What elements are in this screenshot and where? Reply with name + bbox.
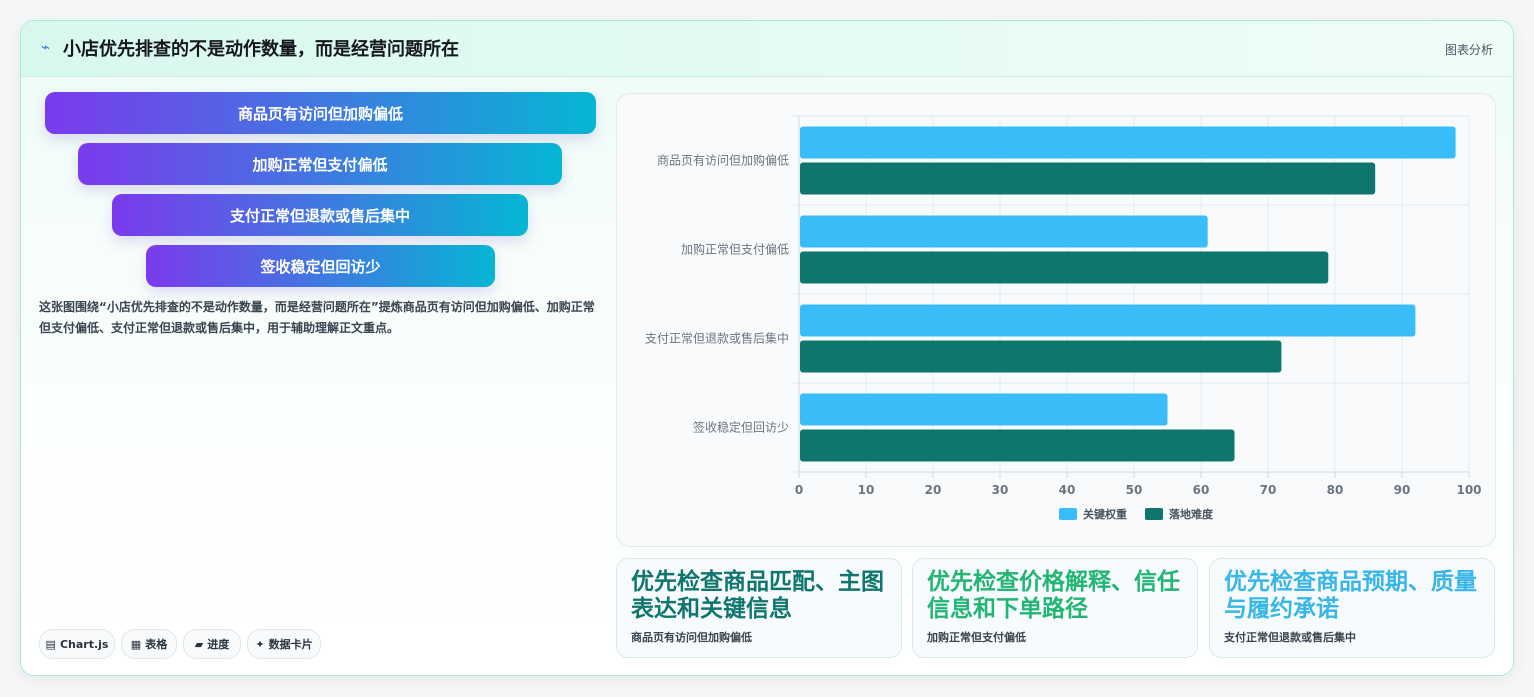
funnel-step-1: 商品页有访问但加购偏低 <box>45 92 596 134</box>
main-card: ⌁ 小店优先排查的不是动作数量，而是经营问题所在 图表分析 商品页有访问但加购偏… <box>20 20 1514 676</box>
kpi-subtitle: 加购正常但支付偏低 <box>927 631 1026 644</box>
chip-progress[interactable]: ▰ 进度 <box>183 629 241 659</box>
chart-icon: ▤ <box>45 637 56 651</box>
kpi-headline: 优先检查价格解释、信任信息和下单路径 <box>927 569 1180 622</box>
bar-difficulty <box>800 429 1235 462</box>
card-header: ⌁ 小店优先排查的不是动作数量，而是经营问题所在 图表分析 <box>21 21 1513 77</box>
legend-label: 关键权重 <box>1083 507 1127 521</box>
table-icon: ▦ <box>130 637 142 651</box>
legend-label: 落地难度 <box>1169 507 1214 521</box>
kpi-card-3: 优先检查商品预期、质量与履约承诺 支付正常但退款或售后集中 <box>1209 558 1495 658</box>
chart-description: 这张图围绕“小店优先排查的不是动作数量，而是经营问题所在”提炼商品页有访问但加购… <box>39 300 595 335</box>
chart-panel: 0 10 20 30 40 50 60 70 80 90 100 商品页有访问但加购偏低加购正常但支付… <box>616 93 1496 547</box>
bar-key-weight <box>800 304 1416 337</box>
chip-data-card[interactable]: ✦ 数据卡片 <box>247 629 321 659</box>
x-tick-label: 30 <box>992 483 1009 497</box>
trend-icon: ⌁ <box>41 38 51 56</box>
bar-chart: 0 10 20 30 40 50 60 70 80 90 100 商品页有访问但加购偏低加购正常但支付… <box>645 115 1482 521</box>
bar-key-weight <box>800 393 1168 426</box>
bar-difficulty <box>800 340 1282 373</box>
bar-difficulty <box>800 251 1329 284</box>
sparkle-icon: ✦ <box>255 637 265 651</box>
x-tick-label: 50 <box>1126 483 1143 497</box>
kpi-card-1: 优先检查商品匹配、主图表达和关键信息 商品页有访问但加购偏低 <box>616 558 902 658</box>
y-category-label: 商品页有访问但加购偏低 <box>657 153 789 168</box>
kpi-subtitle: 支付正常但退款或售后集中 <box>1224 631 1356 644</box>
y-category-label: 签收稳定但回访少 <box>693 420 789 435</box>
kpi-headline: 优先检查商品预期、质量与履约承诺 <box>1224 569 1477 622</box>
x-tick-label: 0 <box>795 483 803 497</box>
chip-chartjs[interactable]: ▤ Chart.js <box>39 629 115 659</box>
x-tick-label: 10 <box>858 483 875 497</box>
chart-analysis-tag: 图表分析 <box>1444 43 1493 57</box>
x-tick-label: 60 <box>1193 483 1210 497</box>
funnel-step-2: 加购正常但支付偏低 <box>78 143 562 185</box>
bar-key-weight <box>800 126 1456 159</box>
x-tick-label: 80 <box>1327 483 1344 497</box>
legend-swatch <box>1059 508 1077 520</box>
x-tick-label: 70 <box>1260 483 1277 497</box>
x-tick-label: 40 <box>1059 483 1076 497</box>
bar-difficulty <box>800 162 1376 195</box>
x-tick-label: 20 <box>925 483 942 497</box>
x-tick-label: 90 <box>1394 483 1411 497</box>
chip-table[interactable]: ▦ 表格 <box>121 629 177 659</box>
y-category-label: 支付正常但退款或售后集中 <box>645 331 789 346</box>
funnel-step-4: 签收稳定但回访少 <box>146 245 495 287</box>
kpi-headline: 优先检查商品匹配、主图表达和关键信息 <box>631 569 884 622</box>
funnel-step-3: 支付正常但退款或售后集中 <box>112 194 528 236</box>
legend-swatch <box>1145 508 1163 520</box>
kpi-subtitle: 商品页有访问但加购偏低 <box>631 631 752 644</box>
progress-icon: ▰ <box>194 637 204 651</box>
kpi-card-2: 优先检查价格解释、信任信息和下单路径 加购正常但支付偏低 <box>912 558 1198 658</box>
bar-key-weight <box>800 215 1208 248</box>
page-title: 小店优先排查的不是动作数量，而是经营问题所在 <box>63 39 459 60</box>
y-category-label: 加购正常但支付偏低 <box>681 242 789 257</box>
x-tick-label: 100 <box>1456 483 1481 497</box>
